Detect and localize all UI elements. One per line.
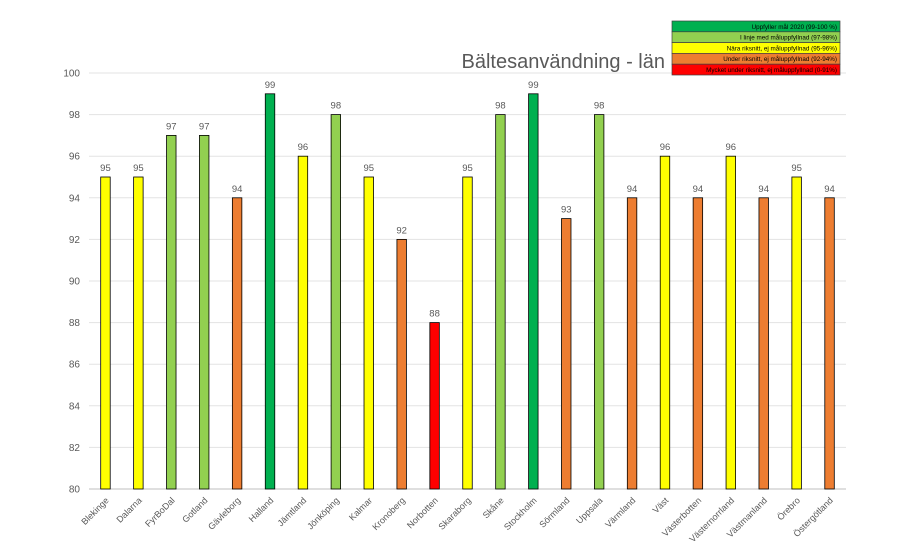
legend-label: Uppfyller mål 2020 (99-100 %) (752, 23, 837, 31)
y-tick-label: 94 (69, 193, 81, 204)
data-label: 94 (627, 184, 638, 195)
legend-label: I linje med måluppfyllnad (97-98%) (740, 34, 837, 42)
data-label: 96 (298, 142, 309, 153)
bar (462, 176, 473, 490)
bars (100, 93, 835, 490)
data-label: 94 (758, 184, 769, 195)
data-label: 98 (594, 101, 605, 112)
x-tick-label: Sörmland (537, 495, 571, 529)
bar (231, 197, 243, 490)
x-tick-label: Väst (651, 495, 671, 515)
x-tick-label: Dalarna (114, 495, 143, 524)
x-tick-label: Jämtland (275, 495, 308, 528)
legend: Uppfyller mål 2020 (99-100 %) I linje med… (671, 20, 841, 76)
bar (758, 197, 769, 490)
x-tick-label: Jönköping (305, 495, 341, 531)
y-tick-label: 92 (69, 235, 81, 246)
x-tick-label: Stockholm (502, 495, 539, 532)
data-label: 94 (232, 184, 243, 195)
bar (363, 176, 374, 490)
x-tick-label: Skaraborg (436, 495, 472, 531)
data-label: 97 (166, 121, 177, 132)
y-axis: 80 82 84 86 88 90 92 94 96 98 100 (63, 69, 80, 496)
data-label: 98 (495, 101, 506, 112)
data-label: 95 (133, 163, 144, 174)
x-tick-label: Örebro (775, 495, 802, 522)
bar (133, 176, 144, 490)
legend-swatch (671, 63, 841, 76)
bar (396, 238, 407, 490)
data-label: 88 (429, 309, 440, 320)
bar (495, 114, 506, 490)
bar (561, 218, 572, 490)
data-label: 94 (693, 184, 704, 195)
bar (100, 176, 111, 490)
y-tick-label: 88 (69, 318, 81, 329)
bar (330, 114, 341, 490)
x-tick-label: Gävleborg (206, 495, 242, 531)
data-labels: 95 95 97 97 94 99 96 98 95 92 88 95 98 99 93 98 94 96 94 96… (100, 80, 835, 320)
bar (626, 197, 638, 490)
x-tick-label: FyrBoDal (143, 495, 177, 529)
bar (824, 197, 835, 490)
data-label: 98 (331, 101, 342, 112)
x-tick-label: Blekinge (79, 495, 110, 526)
data-label: 93 (561, 205, 572, 216)
y-tick-label: 100 (63, 69, 80, 80)
bar (594, 114, 605, 490)
x-tick-label: Kalmar (347, 495, 374, 522)
bar (166, 134, 177, 490)
legend-label: Nära riksnitt, ej måluppfyllnad (95-96%) (727, 44, 837, 52)
data-label: 96 (726, 142, 737, 153)
y-tick-label: 90 (69, 277, 81, 288)
bar (297, 155, 309, 490)
x-tick-label: Halland (247, 495, 276, 524)
y-tick-label: 96 (69, 152, 81, 163)
data-label: 92 (396, 225, 407, 236)
data-label: 95 (363, 163, 374, 174)
bar (199, 134, 210, 490)
bar (791, 176, 802, 490)
x-tick-label: Värmland (603, 495, 637, 529)
y-tick-label: 98 (69, 110, 81, 121)
data-label: 97 (199, 121, 210, 132)
data-label: 95 (100, 163, 111, 174)
data-label: 95 (462, 163, 473, 174)
y-tick-label: 82 (69, 443, 81, 454)
y-tick-label: 84 (69, 401, 81, 412)
legend-label: Mycket under riksnitt, ej måluppfyllnad … (706, 66, 837, 74)
y-tick-label: 86 (69, 360, 81, 371)
y-tick-label: 80 (69, 485, 81, 496)
legend-label: Under riksnitt, ej måluppfyllnad (92-94%… (723, 55, 837, 63)
x-tick-label: Skåne (481, 495, 506, 520)
x-tick-label: Uppsala (574, 495, 604, 525)
bar (264, 93, 276, 490)
chart-title: Bältesanvändning - län (462, 51, 665, 73)
bar (528, 93, 539, 490)
bar (692, 197, 704, 490)
x-tick-label: Gotland (180, 495, 209, 524)
bar (725, 155, 736, 490)
data-label: 95 (791, 163, 802, 174)
data-label: 99 (265, 80, 276, 91)
bar (659, 155, 671, 490)
data-label: 99 (528, 80, 539, 91)
x-tick-label: Norbotten (405, 495, 440, 530)
data-label: 96 (660, 142, 671, 153)
bar (429, 322, 440, 490)
data-label: 94 (824, 184, 835, 195)
x-tick-label: Kronoberg (370, 495, 407, 532)
